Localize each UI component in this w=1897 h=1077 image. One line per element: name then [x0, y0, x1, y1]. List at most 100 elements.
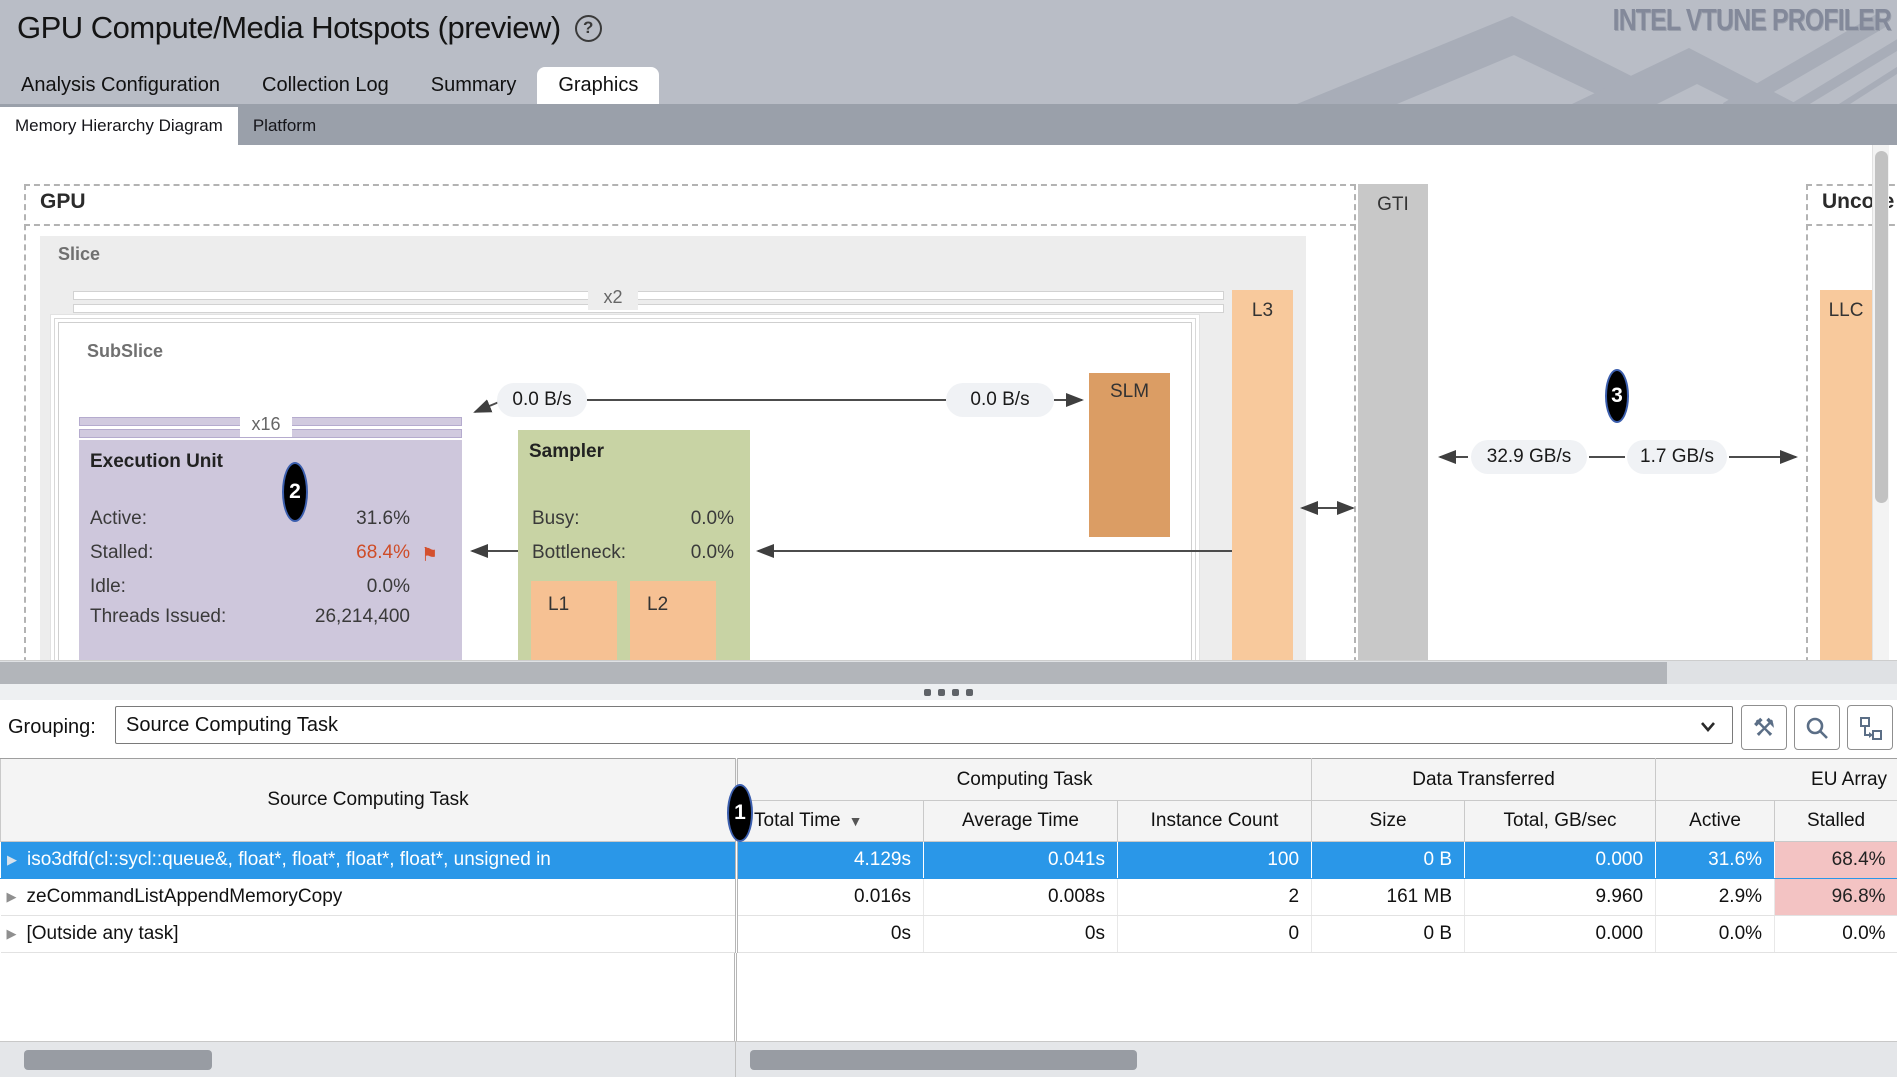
- group-header-computing-task: Computing Task: [735, 758, 1313, 801]
- expand-row-icon[interactable]: ▶: [6, 889, 17, 904]
- column-header-average-time[interactable]: Average Time: [923, 800, 1118, 842]
- l3-cache-bar: L3: [1232, 290, 1293, 660]
- uncore-container: [1806, 184, 1897, 660]
- column-header-total-gb-sec[interactable]: Total, GB/sec: [1464, 800, 1657, 842]
- column-header-instance-count[interactable]: Instance Count: [1116, 800, 1313, 842]
- slice-stack-bar: [73, 304, 1224, 313]
- splitter-dot: [966, 688, 973, 696]
- flat-tree-view-button[interactable]: [1847, 705, 1893, 750]
- cell-eu-stalled: 96.8%: [1774, 878, 1897, 916]
- column-separator: [734, 953, 737, 1041]
- cell-eu-active: 2.9%: [1655, 878, 1775, 916]
- cell-total-gb-sec: 9.960: [1464, 878, 1656, 916]
- column-header-active[interactable]: Active: [1655, 800, 1776, 842]
- tab-graphics[interactable]: Graphics: [537, 67, 660, 104]
- grouping-selected-value: Source Computing Task: [126, 713, 338, 736]
- splitter-dot: [952, 688, 959, 696]
- tools-icon: ⚒: [1752, 713, 1776, 742]
- bandwidth-pill-eu-slm-left: 0.0 B/s: [497, 383, 587, 417]
- sampler-metric-value: 0.0%: [690, 542, 734, 563]
- right-pane-hscrollbar-thumb[interactable]: [750, 1050, 1137, 1070]
- cell-total-time: 0s: [736, 915, 924, 953]
- mountain-watermark: [1297, 13, 1897, 104]
- execution-unit-box: Execution Unit Active: 31.6% Stalled: 68…: [79, 440, 462, 660]
- result-tabs: Analysis Configuration Collection Log Su…: [0, 67, 660, 104]
- group-header-eu-array: EU Array: [1655, 758, 1897, 801]
- task-name: [Outside any task]: [26, 923, 179, 944]
- column-header-source-computing-task[interactable]: Source Computing Task: [0, 758, 738, 842]
- sampler-metric-label: Busy:: [532, 508, 580, 529]
- intel-vtune-profiler-logo: INTEL VTUNE PROFILER: [1612, 2, 1892, 37]
- diagram-vertical-scrollbar[interactable]: [1872, 145, 1889, 660]
- subtab-platform[interactable]: Platform: [252, 116, 317, 135]
- expand-row-icon[interactable]: ▶: [6, 926, 17, 941]
- column-header-stalled[interactable]: Stalled: [1774, 800, 1897, 842]
- eu-metric-value: 31.6%: [356, 508, 410, 529]
- eu-multiplier: x16: [240, 411, 292, 437]
- cell-total-gb-sec: 0.000: [1464, 915, 1656, 953]
- diagram-horizontal-scrollbar[interactable]: [0, 660, 1897, 684]
- cell-total-time: 0.016s: [736, 878, 924, 916]
- cell-total-gb-sec: 0.000: [1464, 841, 1656, 879]
- tab-summary[interactable]: Summary: [430, 74, 517, 96]
- cell-size: 0 B: [1311, 841, 1465, 879]
- table-row[interactable]: ▶ [Outside any task] 0s 0s 0 0 B 0.000 0.…: [0, 915, 1897, 953]
- pane-splitter-handle[interactable]: [0, 684, 1897, 700]
- flow-icon: [1860, 716, 1882, 740]
- search-button[interactable]: [1794, 705, 1840, 750]
- task-name: zeCommandListAppendMemoryCopy: [26, 886, 343, 907]
- grouping-select[interactable]: Source Computing Task: [115, 706, 1733, 744]
- customize-grouping-button[interactable]: ⚒: [1741, 705, 1787, 750]
- cell-instance-count: 2: [1116, 878, 1312, 916]
- eu-metric-label: Threads Issued:: [90, 606, 227, 627]
- column-header-size[interactable]: Size: [1311, 800, 1466, 842]
- splitter-dot: [924, 688, 931, 696]
- gti-bar: GTI: [1358, 184, 1428, 660]
- table-row[interactable]: ▶ iso3dfd(cl::sycl::queue&, float*, float…: [0, 841, 1897, 879]
- sampler-title: Sampler: [529, 441, 604, 462]
- gpu-header-divider: [24, 224, 1356, 226]
- app-header: INTEL VTUNE PROFILER GPU Compute/Media H…: [0, 0, 1897, 104]
- flag-icon: ⚑: [420, 544, 438, 566]
- table-row[interactable]: ▶ zeCommandListAppendMemoryCopy 0.016s 0.…: [0, 878, 1897, 916]
- cell-eu-stalled: 68.4%: [1774, 841, 1897, 879]
- chevron-down-icon: [1696, 714, 1720, 744]
- cell-total-time: 4.129s: [736, 841, 924, 879]
- eu-metric-label: Stalled:: [90, 542, 154, 563]
- grid-empty-area: [0, 953, 1897, 1041]
- sampler-metric-label: Bottleneck:: [532, 542, 626, 563]
- column-header-total-time[interactable]: Total Time ▼: [736, 800, 924, 842]
- cell-eu-active: 0.0%: [1655, 915, 1775, 953]
- splitter-dot: [938, 688, 945, 696]
- eu-metric-label: Idle:: [90, 576, 126, 597]
- help-icon[interactable]: ?: [574, 14, 602, 42]
- eu-metric-value: 68.4%: [356, 542, 410, 563]
- cell-size: 161 MB: [1311, 878, 1465, 916]
- gpu-container: [24, 184, 1356, 660]
- tab-analysis-configuration[interactable]: Analysis Configuration: [21, 74, 220, 96]
- eu-metric-value: 26,214,400: [314, 606, 410, 627]
- execution-unit-title: Execution Unit: [90, 451, 224, 472]
- horizontal-scrollbar-thumb[interactable]: [0, 662, 1667, 684]
- subslice-label: SubSlice: [87, 341, 164, 361]
- expand-row-icon[interactable]: ▶: [7, 852, 17, 867]
- annotation-badge-2: 2: [282, 462, 308, 522]
- tab-collection-log[interactable]: Collection Log: [262, 74, 389, 96]
- grouping-toolbar: Grouping: Source Computing Task ⚒: [0, 700, 1897, 758]
- slice-stack-bar: [73, 291, 1224, 300]
- hotspots-grid: Source Computing Task Computing Task Dat…: [0, 758, 1897, 1077]
- subtab-memory-hierarchy-diagram[interactable]: Memory Hierarchy Diagram: [0, 107, 238, 145]
- annotation-badge-1: 1: [727, 784, 753, 842]
- slice-label: Slice: [58, 244, 101, 264]
- sort-desc-icon: ▼: [848, 813, 863, 829]
- bandwidth-pill-eu-slm-right: 0.0 B/s: [946, 383, 1054, 417]
- left-pane-hscrollbar-thumb[interactable]: [24, 1050, 212, 1070]
- uncore-header-divider: [1806, 224, 1897, 226]
- scrollbar-pane-divider: [735, 1042, 736, 1077]
- l1-cache-box: L1: [531, 581, 617, 660]
- vertical-scrollbar-thumb[interactable]: [1875, 151, 1888, 503]
- grouping-label: Grouping:: [8, 716, 96, 738]
- eu-metric-label: Active:: [90, 508, 148, 529]
- grid-bottom-scrollbars: [0, 1041, 1897, 1077]
- cell-eu-active: 31.6%: [1655, 841, 1775, 879]
